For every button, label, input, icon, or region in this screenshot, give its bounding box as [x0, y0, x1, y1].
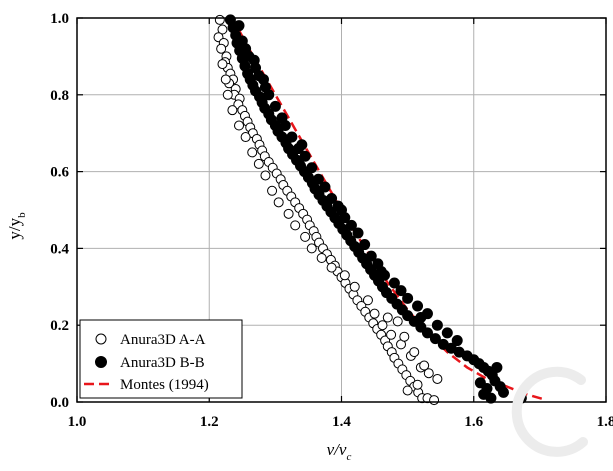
x-axis-title: v/vc [327, 440, 352, 463]
legend: Anura3D A-A Anura3D B-B Montes (1994) [79, 319, 243, 399]
point-anura3d-bb [402, 292, 414, 304]
ticks: 1.0 1.2 1.4 1.6 1.8 0.0 0.2 0.4 0.6 0.8 1.0 [50, 11, 613, 430]
point-anura3d-bb [248, 54, 260, 66]
point-anura3d-aa [234, 120, 245, 131]
point-anura3d-aa [217, 59, 228, 70]
point-anura3d-aa [402, 385, 413, 396]
point-anura3d-bb [296, 139, 308, 151]
point-anura3d-bb [306, 162, 318, 174]
point-anura3d-aa [216, 43, 227, 54]
point-anura3d-aa [392, 316, 403, 327]
point-anura3d-bb [431, 319, 443, 331]
y-axis-title-main: y/y [5, 217, 24, 239]
point-anura3d-aa [409, 347, 420, 358]
point-anura3d-bb [257, 73, 269, 85]
point-anura3d-bb [312, 173, 324, 185]
point-anura3d-aa [432, 373, 443, 384]
point-anura3d-aa [267, 185, 278, 196]
y-axis-title: y/yb [5, 212, 28, 240]
point-anura3d-bb [359, 239, 371, 251]
point-anura3d-aa [306, 243, 317, 254]
y-tick-label: 1.0 [50, 11, 69, 27]
point-anura3d-aa [253, 158, 264, 169]
x-axis-title-sub: c [346, 451, 351, 463]
point-anura3d-bb [429, 333, 441, 345]
point-anura3d-aa [386, 329, 397, 340]
point-anura3d-bb [375, 265, 387, 277]
point-anura3d-bb [233, 20, 245, 32]
point-anura3d-aa [339, 270, 350, 281]
point-anura3d-bb [336, 204, 347, 216]
point-anura3d-bb [326, 192, 338, 204]
x-tick-label: 1.6 [464, 414, 483, 430]
point-anura3d-aa [349, 281, 360, 292]
point-anura3d-bb [451, 335, 463, 347]
point-anura3d-bb [421, 327, 433, 339]
point-anura3d-aa [240, 132, 251, 143]
point-anura3d-aa [326, 262, 337, 273]
legend-marker-anura3d-bb [95, 356, 107, 368]
point-anura3d-bb [498, 386, 510, 398]
point-anura3d-aa [412, 379, 423, 390]
point-anura3d-aa [419, 360, 430, 371]
x-axis-title-main: v/v [327, 440, 347, 459]
point-anura3d-aa [214, 14, 225, 25]
point-anura3d-aa [362, 295, 373, 306]
x-tick-label: 1.2 [200, 414, 219, 430]
point-anura3d-bb [263, 89, 275, 101]
y-tick-label: 0.8 [50, 88, 69, 104]
point-anura3d-aa [227, 105, 238, 116]
point-anura3d-bb [352, 227, 364, 239]
point-anura3d-aa [260, 170, 271, 181]
point-anura3d-bb [474, 377, 486, 389]
point-anura3d-bb [299, 150, 311, 162]
point-anura3d-aa [369, 308, 380, 319]
x-tick-label: 1.4 [332, 414, 351, 430]
y-tick-label: 0.6 [50, 165, 69, 181]
point-anura3d-bb [415, 312, 427, 324]
point-anura3d-bb [395, 285, 407, 297]
point-anura3d-aa [399, 331, 410, 342]
point-anura3d-aa [300, 231, 311, 242]
legend-label-anura3d-aa: Anura3D A-A [120, 332, 206, 348]
point-anura3d-bb [286, 131, 298, 143]
point-anura3d-bb [365, 250, 377, 262]
point-anura3d-aa [247, 147, 258, 158]
point-anura3d-aa [273, 197, 284, 208]
point-anura3d-bb [491, 361, 503, 373]
point-anura3d-bb [441, 327, 453, 339]
point-anura3d-aa [316, 253, 327, 263]
point-anura3d-aa [220, 74, 231, 85]
x-tick-label: 1.0 [68, 414, 87, 430]
points-layer [213, 14, 527, 406]
point-anura3d-bb [388, 277, 400, 289]
y-tick-label: 0.2 [50, 318, 69, 334]
point-anura3d-aa [382, 312, 393, 323]
x-tick-label: 1.8 [597, 414, 613, 430]
point-anura3d-aa [423, 368, 434, 379]
point-anura3d-aa [283, 208, 294, 219]
y-axis-title-sub: b [16, 212, 28, 218]
point-anura3d-aa [290, 220, 301, 231]
point-anura3d-aa [217, 24, 228, 35]
y-tick-label: 0.4 [50, 241, 69, 257]
legend-label-montes: Montes (1994) [120, 377, 209, 393]
point-anura3d-aa [377, 320, 388, 331]
point-anura3d-bb [269, 100, 281, 112]
point-anura3d-bb [345, 219, 357, 231]
y-tick-label: 0.0 [50, 395, 69, 411]
point-anura3d-aa [429, 395, 440, 406]
point-anura3d-aa [222, 89, 233, 100]
point-anura3d-bb [412, 300, 424, 312]
point-anura3d-bb [319, 181, 331, 193]
legend-label-anura3d-bb: Anura3D B-B [120, 355, 205, 371]
legend-marker-anura3d-aa [95, 333, 107, 345]
point-anura3d-bb [279, 120, 291, 132]
